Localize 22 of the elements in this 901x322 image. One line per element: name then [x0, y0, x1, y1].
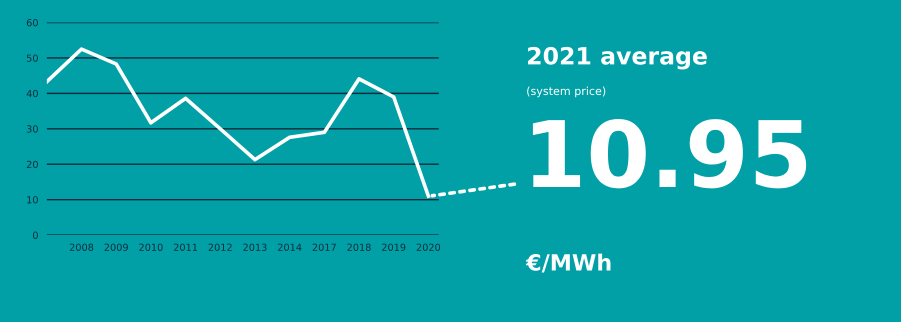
x-tick-label: 2008 — [70, 244, 94, 251]
y-tick-label: 40 — [26, 90, 38, 98]
y-tick-label: 10 — [27, 196, 38, 204]
x-tick-label: 2019 — [382, 244, 406, 251]
x-tick-label: 2012 — [208, 244, 232, 251]
x-tick-label: 2018 — [347, 244, 371, 251]
x-tick-label: 2020 — [416, 244, 440, 251]
y-tick-label: 30 — [26, 125, 38, 133]
x-tick-label: 2011 — [174, 244, 198, 251]
text: 2021 average — [528, 46, 707, 70]
x-tick-label: 2013 — [243, 244, 267, 251]
x-tick-label: 2009 — [104, 244, 128, 251]
y-tick-label: 50 — [26, 54, 38, 62]
text: €/MWh — [526, 254, 610, 273]
y-tick-label: 20 — [26, 160, 38, 168]
x-tick-label: 2017 — [312, 244, 336, 251]
annotation: 10.95 — [532, 118, 806, 188]
x-tick-label: 2010 — [139, 244, 163, 251]
y-tick-label: 0 — [32, 232, 38, 239]
y-tick-label: 60 — [26, 19, 38, 26]
x-tick-label: 2014 — [278, 244, 302, 251]
text: (system price) — [527, 86, 606, 98]
